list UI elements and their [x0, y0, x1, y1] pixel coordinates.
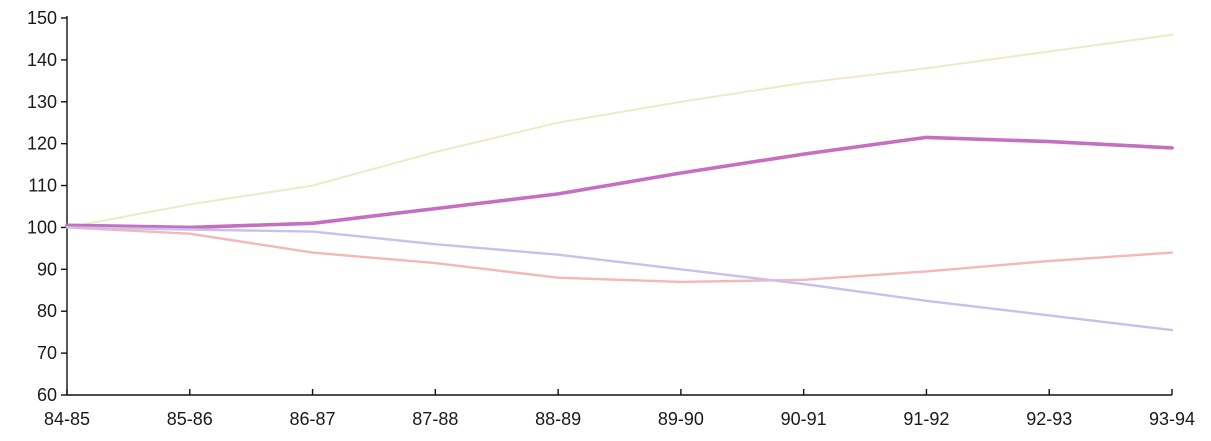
- series-line-3: [65, 226, 1174, 284]
- series-line-4: [65, 226, 1174, 332]
- x-tick-label: 92-93: [1026, 409, 1072, 429]
- y-tick-label: 70: [37, 343, 57, 363]
- series-line-2: [65, 135, 1174, 230]
- y-tick-label: 80: [37, 301, 57, 321]
- y-tick-label: 130: [27, 92, 57, 112]
- x-tick-label: 88-89: [535, 409, 581, 429]
- x-tick-label: 85-86: [167, 409, 213, 429]
- y-tick-label: 100: [27, 217, 57, 237]
- y-tick-label: 60: [37, 385, 57, 405]
- y-axis: 60 70 80 90 100 110 120 130 140 150: [27, 8, 68, 405]
- x-tick-label: 86-87: [290, 409, 336, 429]
- y-tick-label: 150: [27, 8, 57, 28]
- y-tick-label: 90: [37, 259, 57, 279]
- x-axis: 84-85 85-86 86-87 87-88 88-89 89-90 90-91 91-92…: [44, 389, 1195, 429]
- x-tick-label: 93-94: [1149, 409, 1195, 429]
- y-tick-label: 120: [27, 134, 57, 154]
- x-tick-label: 87-88: [412, 409, 458, 429]
- y-tick-label: 110: [28, 176, 57, 196]
- x-tick-label: 84-85: [44, 409, 90, 429]
- series-line-1: [66, 33, 1173, 229]
- x-tick-label: 89-90: [658, 409, 704, 429]
- y-tick-label: 140: [27, 50, 57, 70]
- series-lines: [65, 33, 1174, 332]
- x-tick-label: 91-92: [903, 409, 949, 429]
- x-tick-label: 90-91: [781, 409, 827, 429]
